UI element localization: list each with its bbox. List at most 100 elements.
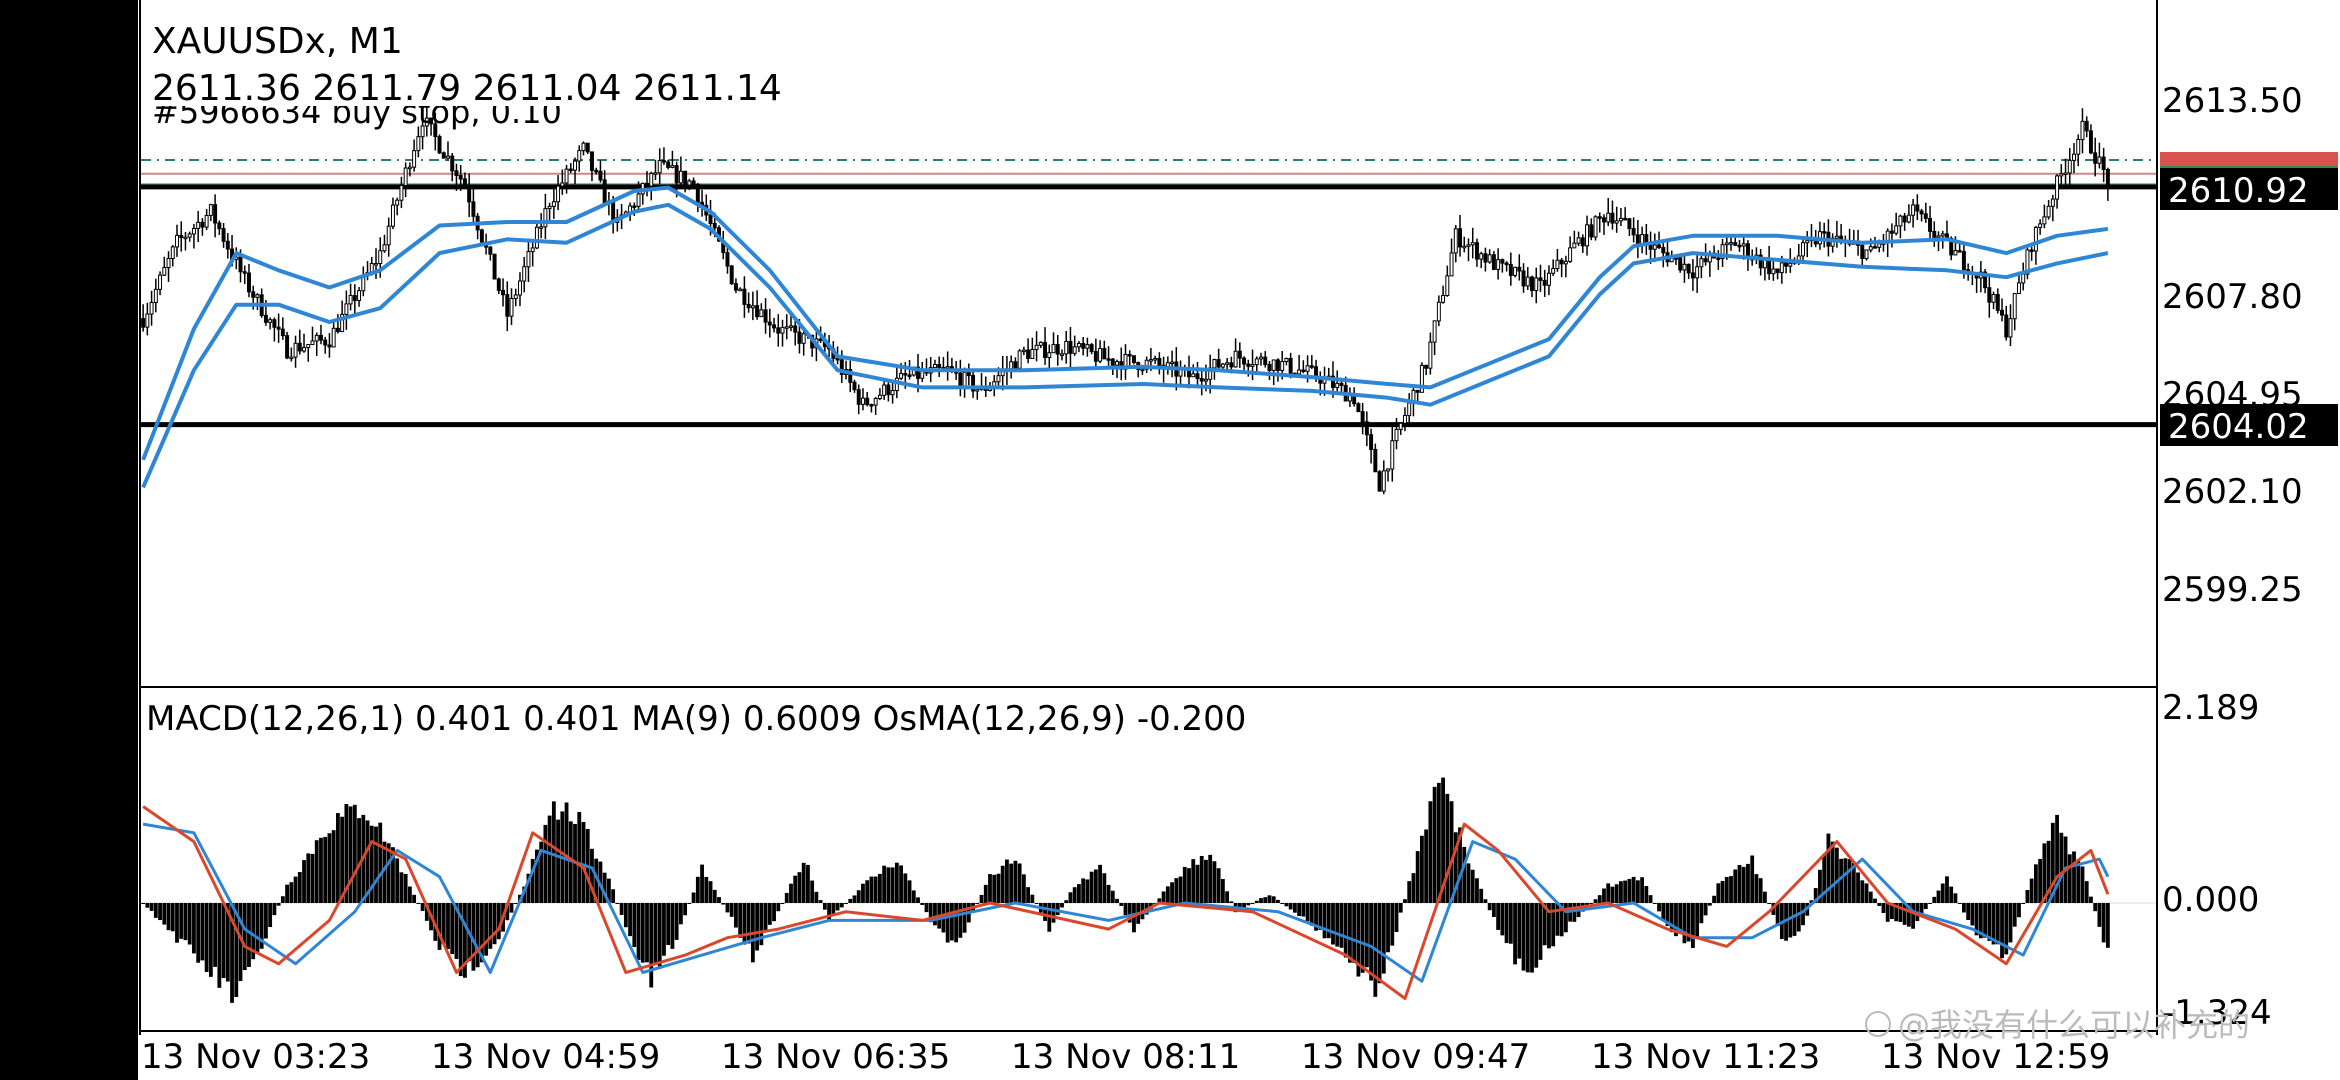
osma-bar: [729, 903, 734, 917]
osma-bar: [1301, 903, 1306, 917]
osma-bar: [471, 903, 476, 971]
candle-body: [712, 223, 717, 229]
osma-bar: [907, 880, 912, 903]
candle-body: [1081, 343, 1086, 349]
candle-body: [1407, 402, 1412, 416]
candle-body: [1627, 218, 1632, 230]
macd-panel[interactable]: [141, 777, 2157, 1003]
osma-bar: [259, 903, 264, 949]
osma-bar: [170, 903, 175, 932]
osma-bar: [1178, 876, 1183, 903]
osma-bar: [869, 876, 874, 903]
osma-bar: [1348, 903, 1352, 963]
osma-bar: [763, 903, 768, 932]
candle-body: [602, 179, 607, 205]
osma-bar: [530, 858, 535, 903]
candle-body: [2016, 282, 2021, 295]
candle-body: [1060, 353, 1064, 356]
osma-bar: [141, 903, 146, 904]
osma-bar: [213, 903, 218, 967]
candle-body: [1009, 361, 1014, 370]
candle-body: [1589, 224, 1594, 238]
osma-bar: [1881, 903, 1886, 914]
osma-bar: [602, 872, 607, 903]
candle-body: [1928, 217, 1933, 232]
osma-bar: [149, 903, 154, 911]
osma-bar: [1890, 903, 1894, 920]
candle-body: [407, 166, 412, 170]
osma-bar: [683, 903, 688, 916]
osma-bar: [492, 903, 497, 945]
candle-body: [526, 251, 531, 268]
candle-body: [1229, 362, 1234, 368]
candle-body: [509, 298, 514, 317]
osma-bar: [691, 892, 696, 903]
ohlc-backdrop: [148, 66, 758, 106]
candle-body: [1957, 250, 1962, 253]
osma-bar: [1161, 891, 1166, 903]
osma-bar: [1987, 903, 1992, 941]
osma-bar: [649, 903, 654, 988]
macd-line: [142, 805, 2110, 1000]
candle-body: [2029, 249, 2034, 252]
osma-bar: [636, 903, 641, 960]
candle-body: [462, 178, 467, 187]
candle-body: [1686, 263, 1691, 274]
osma-bar: [1597, 895, 1602, 903]
candle-body: [733, 283, 738, 291]
candle-body: [1585, 224, 1590, 247]
time-tick: 13 Nov 04:59: [431, 1037, 660, 1077]
osma-bar: [712, 889, 717, 903]
osma-bar: [1623, 880, 1628, 903]
osma-bar: [1699, 903, 1704, 924]
candle-body: [2059, 173, 2064, 177]
candle-body: [1064, 340, 1069, 355]
candle-body: [2067, 159, 2072, 174]
osma-bar: [535, 849, 539, 903]
osma-bar: [746, 903, 751, 944]
candle-body: [1462, 245, 1467, 249]
candle-body: [1530, 276, 1534, 292]
price-chart-panel[interactable]: [141, 103, 2157, 495]
osma-bar: [272, 903, 277, 916]
osma-bar: [975, 903, 980, 904]
candle-body: [1144, 359, 1149, 370]
candle-body: [1466, 244, 1471, 247]
osma-bar: [844, 903, 848, 904]
osma-bar: [1970, 903, 1975, 926]
candle-body: [382, 244, 387, 252]
osma-bar: [327, 833, 332, 903]
candle-body: [886, 384, 891, 396]
osma-bar: [861, 883, 865, 903]
osma-bar: [1449, 801, 1454, 903]
osma-bar: [1796, 903, 1801, 932]
osma-bar: [323, 836, 328, 903]
osma-bar: [1631, 876, 1636, 903]
osma-bar: [547, 815, 552, 903]
osma-bar: [992, 874, 997, 903]
osma-bar: [1458, 827, 1462, 903]
candle-body: [1741, 243, 1746, 247]
candle-body: [2072, 153, 2076, 161]
osma-bar: [1665, 903, 1670, 926]
osma-bar: [1555, 903, 1560, 936]
candle-body: [2046, 205, 2051, 218]
osma-bar: [653, 903, 658, 965]
osma-bar: [1686, 903, 1691, 942]
candle-body: [1470, 242, 1475, 246]
price-tick: 2602.10: [2162, 472, 2303, 512]
candle-body: [1737, 244, 1742, 248]
osma-bar: [1513, 903, 1517, 965]
osma-bar: [344, 804, 349, 903]
osma-bar: [1750, 855, 1755, 903]
osma-bar: [1043, 903, 1047, 921]
osma-bar: [2097, 903, 2102, 927]
osma-bar: [391, 847, 395, 903]
osma-bar: [1648, 895, 1653, 903]
osma-bar: [2021, 903, 2026, 904]
candle-body: [522, 266, 527, 282]
osma-bar: [187, 903, 192, 945]
candle-body: [1644, 234, 1649, 243]
osma-bar: [416, 903, 421, 904]
candle-body: [403, 167, 408, 186]
